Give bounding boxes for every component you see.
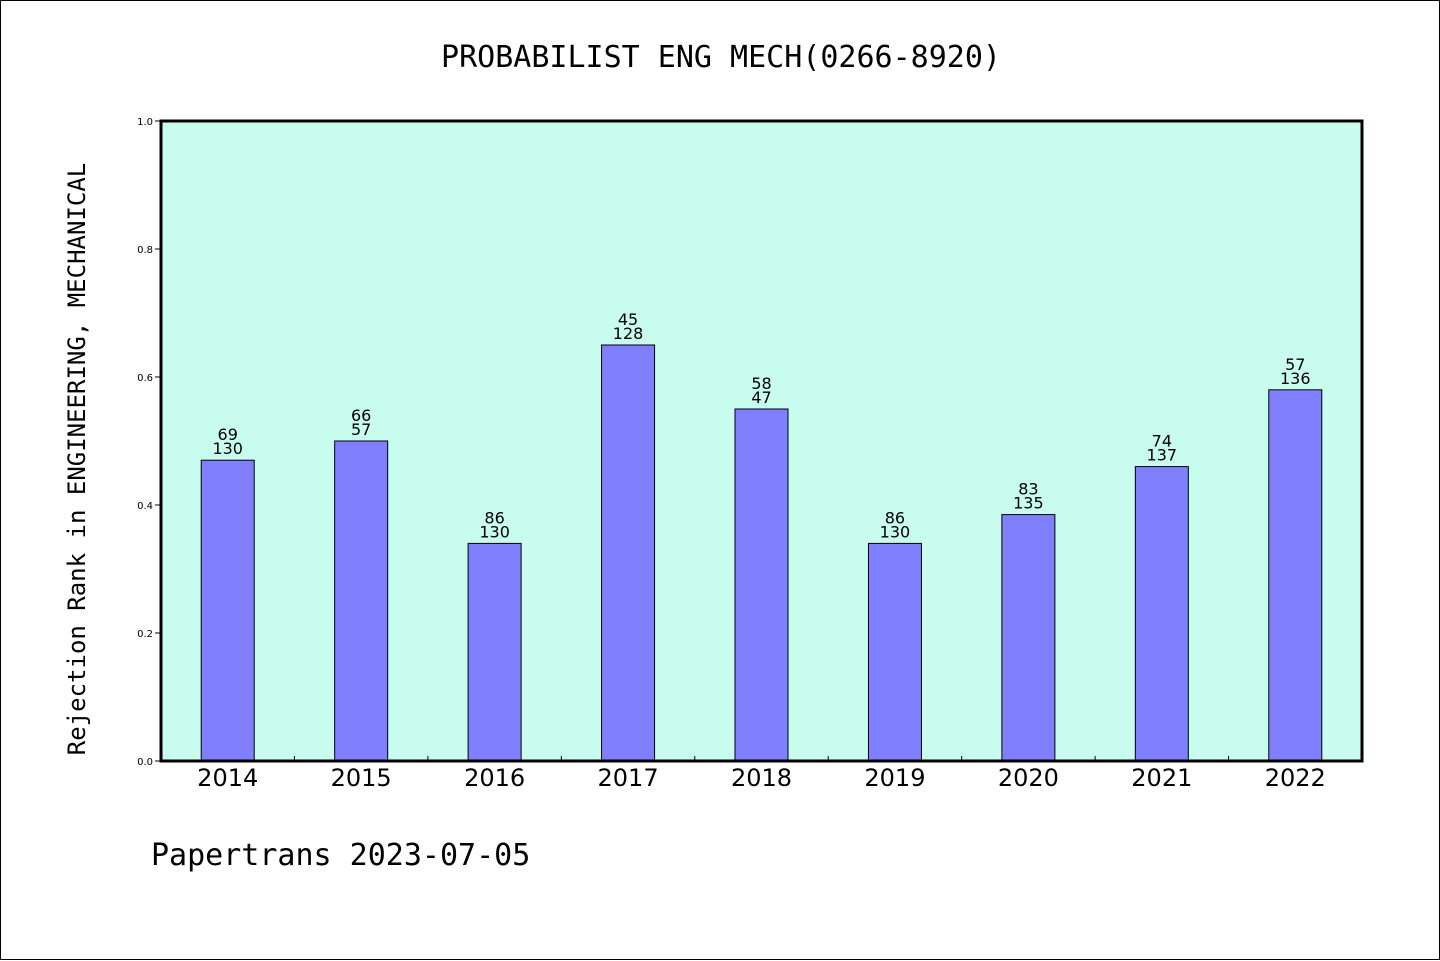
footer-text: Papertrans 2023-07-05 (151, 838, 530, 873)
bar (334, 440, 389, 762)
x-tick-label: 2018 (731, 764, 792, 792)
bar-label-top: 86 (885, 508, 905, 527)
bar-label-bottom: 57 (351, 420, 371, 439)
bar-label-top: 86 (484, 508, 504, 527)
bar-label-top: 58 (751, 374, 771, 393)
bar-label-top: 69 (218, 425, 238, 444)
x-tick-label: 2015 (331, 764, 392, 792)
x-tick-label: 2014 (197, 764, 258, 792)
bar-label-top: 83 (1018, 480, 1038, 499)
bar (734, 408, 789, 762)
bar (601, 344, 656, 762)
bar (867, 542, 922, 762)
x-tick-label: 2021 (1131, 764, 1192, 792)
y-tick-label: 1.0 (137, 117, 153, 128)
y-tick-label: 0.8 (137, 245, 153, 256)
bar (467, 542, 522, 762)
x-tick-label: 2017 (598, 764, 659, 792)
x-tick-label: 2016 (464, 764, 525, 792)
bar-label-bottom: 130 (880, 522, 911, 541)
y-tick-label: 0.2 (137, 629, 153, 640)
bar-label-bottom: 137 (1147, 446, 1178, 465)
bars-group (200, 344, 1323, 762)
bar-label-bottom: 135 (1013, 494, 1044, 513)
bar (1268, 389, 1323, 762)
bar-label-top: 45 (618, 310, 638, 329)
y-axis-ticks: 0.0 0.2 0.4 0.6 0.8 1.0 (137, 117, 161, 768)
bar-label-bottom: 130 (479, 522, 510, 541)
bar-label-bottom: 128 (613, 324, 644, 343)
x-tick-label: 2022 (1265, 764, 1326, 792)
bar-label-bottom: 47 (751, 388, 771, 407)
bar (1001, 514, 1056, 762)
bar-label-bottom: 136 (1280, 369, 1311, 388)
y-tick-label: 0.4 (137, 501, 153, 512)
x-tick-label: 2019 (864, 764, 925, 792)
bar-label-top: 57 (1285, 355, 1305, 374)
plot-border (159, 119, 1364, 763)
bar-labels-group: 6913066578613045128584786130831357413757… (212, 310, 1310, 541)
bar (1134, 466, 1189, 762)
y-axis-label: Rejection Rank in ENGINEERING, MECHANICA… (63, 163, 91, 755)
x-axis-ticks: 2014 2015 2016 2017 2018 2019 2020 2021 2022 (197, 756, 1326, 792)
chart-title: PROBABILIST ENG MECH(0266-8920) (441, 40, 1001, 75)
bar-label-top: 74 (1152, 432, 1172, 451)
y-tick-label: 0.6 (137, 373, 153, 384)
y-tick-label: 0.0 (137, 757, 153, 768)
x-tick-label: 2020 (998, 764, 1059, 792)
bar-label-bottom: 130 (212, 439, 243, 458)
bar (200, 459, 255, 762)
bar-label-top: 66 (351, 406, 371, 425)
